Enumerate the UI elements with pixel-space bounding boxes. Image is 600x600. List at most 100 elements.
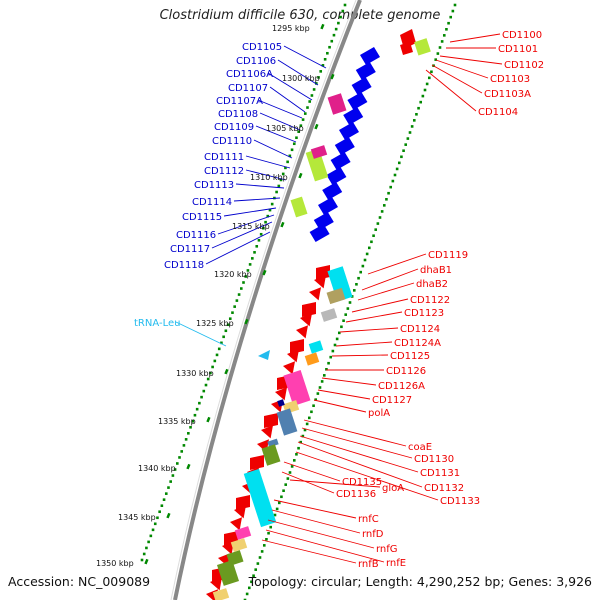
scale-dot [209,371,212,375]
scale-major-tick [206,416,211,423]
track-dot [440,40,444,43]
plus-strand-gene [355,62,376,80]
track-dot [449,15,453,19]
leader-line [331,354,389,357]
track-dot [442,34,446,37]
scale-dot [182,444,186,447]
gene-label-left: CD1115 [182,212,222,223]
plus-strand-gene [360,47,380,65]
minus-strand-gene [222,541,234,555]
plus-strand-gene [326,167,347,185]
scale-dot [299,124,303,127]
track-dot [250,580,253,584]
leader-line [289,479,381,488]
minus-strand-gene [264,413,278,428]
leader-line [301,427,413,459]
gene-label-left: CD1112 [204,166,244,177]
gene-block [308,340,324,354]
track-dot [305,422,309,426]
scale-dot [224,329,228,333]
track-dot [425,82,429,86]
plus-strand-gene [330,152,351,170]
scale-dot [153,522,157,526]
scale-dot [246,269,250,272]
gene-label-left: CD1116 [176,230,216,241]
scale-dot [337,21,340,25]
track-dot [451,9,455,13]
gene-block [267,438,279,448]
leader-line [435,59,489,79]
scale-dot [142,552,146,556]
plus-strand-gene [309,224,330,242]
track-dot [387,191,390,195]
leader-line [175,321,227,347]
scale-dot [301,118,305,121]
leader-line [425,69,477,112]
leader-line [259,112,301,131]
leader-line [245,169,287,181]
leader-line [345,311,403,323]
scale-dot [211,365,214,369]
scale-dot [239,287,243,290]
scale-label: 1335 kbp [158,417,196,426]
leader-line [211,221,273,249]
scale-dot [206,377,210,381]
topology-text: Topology: circular; Length: 4,290,252 bp… [248,574,592,589]
scale-dot [262,226,265,230]
minus-strand-gene [287,349,299,363]
scale-major-tick [262,269,267,276]
scale-dot [195,407,199,411]
gene-label-right: CD1119 [428,250,468,261]
scale-dot [160,504,164,508]
scale-dot [339,15,342,19]
track-dot [370,240,373,244]
plus-strand-gene [334,137,355,155]
track-dot [427,76,431,80]
gene-label-right: rnfD [362,529,384,540]
label-layer: 1295 kbp 1300 kbp 1305 kbp 1310 kbp 1315 kbp… [96,24,544,570]
plus-strand-gene [347,92,368,110]
track-dot [380,210,384,213]
gene-label-right: CD1130 [414,454,454,465]
gene-label-right: CD1103A [484,89,531,100]
plus-strand-gene [322,182,343,200]
track-dot [419,100,423,104]
minus-strand-gene [309,287,321,301]
gene-label-right: CD1136 [336,489,376,500]
leader-line [283,45,327,69]
gene-label-left: CD1113 [194,180,234,191]
track-dot [412,119,416,122]
scale-dot [235,299,239,302]
track-dot [421,94,425,98]
gene-label-right: CD1132 [424,483,464,494]
scale-dot [191,419,195,423]
leader-line [439,55,503,65]
scale-dot [266,214,270,218]
rna-feature [327,93,347,115]
track-dot [430,70,433,74]
scale-label: 1345 kbp [118,513,156,522]
leader-line [283,461,341,482]
gene-block [283,370,311,406]
track-dot [286,477,290,480]
leader-line [303,419,407,447]
track-dot [290,465,294,468]
track-dot [348,301,352,304]
scale-dot [259,232,263,236]
track-dot [346,307,350,310]
scale-dot [257,238,261,242]
scale-dot [233,305,236,308]
track-dot [333,343,337,347]
scale-major-tick [244,318,249,325]
track-dot [280,495,283,499]
plus-strand-gene [343,107,364,125]
scale-dot [189,425,192,429]
track-dot [361,264,365,268]
track-dot [400,155,403,159]
gene-block [243,468,277,528]
scale-dot [321,64,325,67]
scale-dot [242,281,245,284]
gene-label-right: CD1124A [394,338,441,349]
